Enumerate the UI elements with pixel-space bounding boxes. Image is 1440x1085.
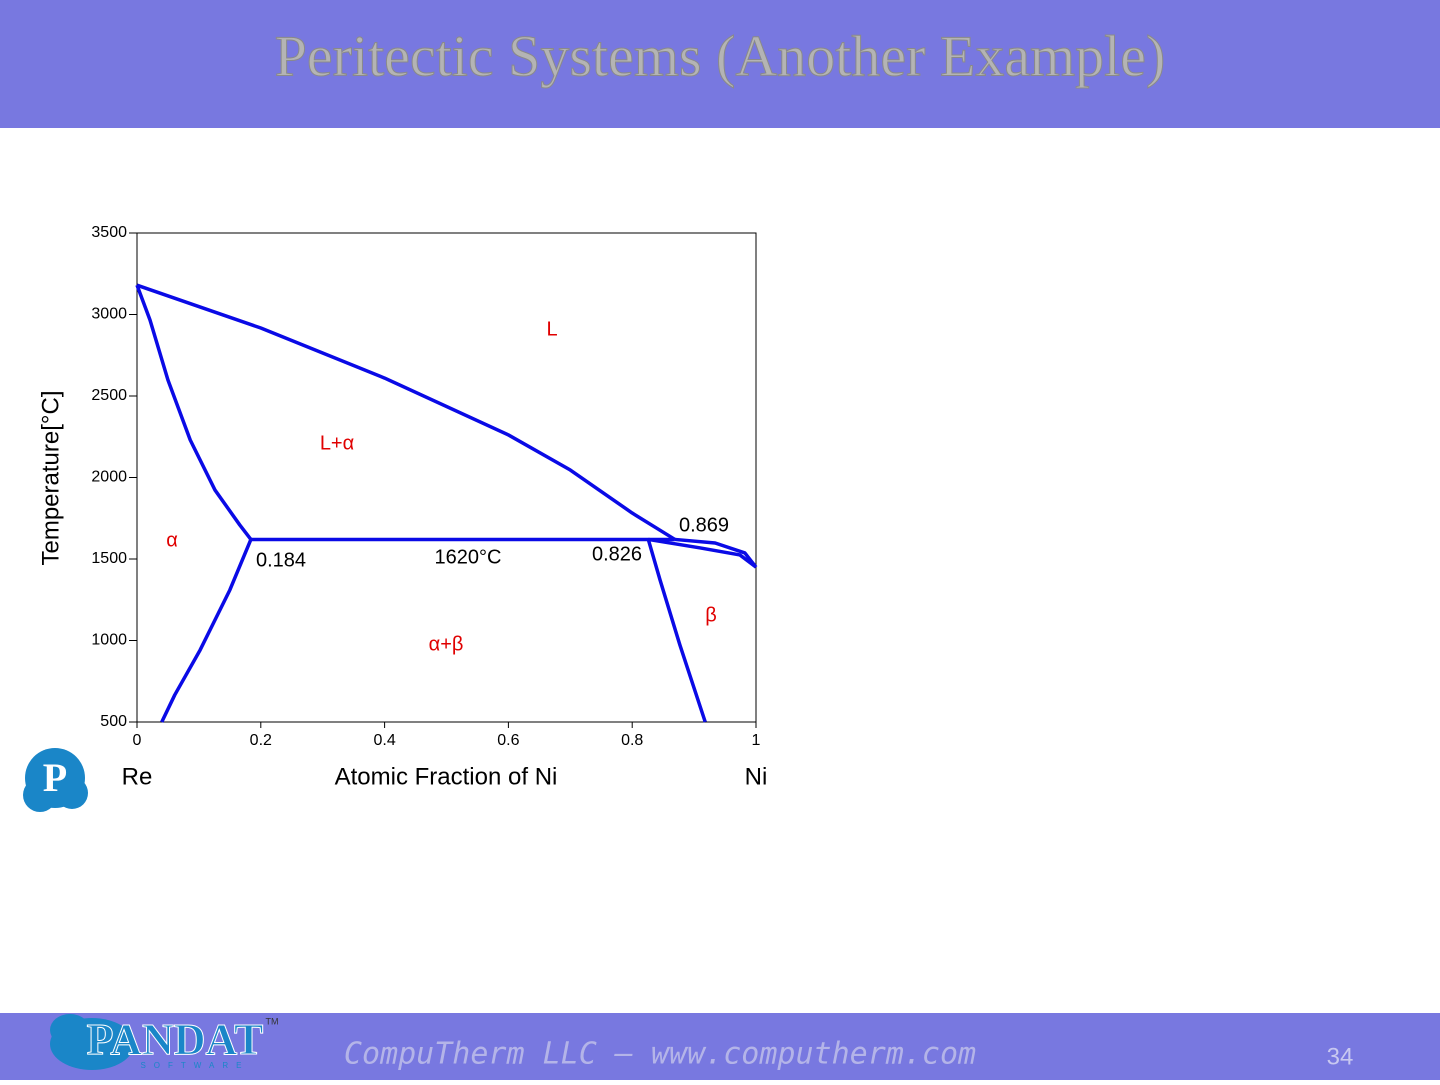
phase-boundary — [674, 537, 758, 569]
annotation: 0.826 — [592, 543, 642, 565]
x-right-label: Ni — [745, 763, 768, 790]
logo-cloud — [50, 1014, 90, 1046]
footer-text: CompuTherm LLC – www.computherm.com — [344, 1037, 976, 1072]
p-logo: P — [23, 748, 88, 812]
x-tick-label: 0.4 — [373, 732, 395, 749]
y-tick-label: 3500 — [91, 224, 127, 241]
y-tick-label: 3000 — [91, 306, 127, 323]
logo-letter: P — [43, 755, 67, 800]
x-tick-label: 0.8 — [621, 732, 643, 749]
page-number: 34 — [1327, 1043, 1354, 1070]
annotation: α — [166, 529, 178, 551]
slide-title: Peritectic Systems (Another Example) — [275, 23, 1166, 88]
x-left-label: Re — [122, 763, 153, 790]
brand-sub: SOFTWARE — [140, 1061, 249, 1070]
phase-boundary — [160, 538, 253, 723]
y-tick-label: 2500 — [91, 387, 127, 404]
brand: PANDAT — [87, 1015, 264, 1064]
phase-boundary — [136, 283, 676, 541]
brand-tm: TM — [266, 1016, 279, 1026]
x-axis-label: Atomic Fraction of Ni — [335, 763, 558, 790]
y-tick-label: 1500 — [91, 550, 127, 567]
header-bar — [0, 0, 1440, 128]
y-tick-label: 1000 — [91, 632, 127, 649]
annotation: 0.869 — [679, 514, 729, 536]
y-tick-label: 2000 — [91, 469, 127, 486]
logo-circle — [23, 778, 57, 812]
x-tick-label: 0.6 — [497, 732, 519, 749]
x-tick-label: 0 — [133, 732, 142, 749]
annotation: 0.184 — [256, 549, 306, 571]
x-tick-label: 1 — [752, 732, 761, 749]
phase-boundary — [648, 537, 758, 569]
y-tick-label: 500 — [100, 713, 127, 730]
phase-boundary — [135, 284, 253, 541]
phase-boundary — [646, 538, 707, 723]
annotation: L+α — [320, 432, 354, 454]
logo-circle — [56, 777, 88, 809]
x-tick-label: 0.2 — [250, 732, 272, 749]
y-axis-label: Temperature[°C] — [37, 391, 64, 566]
annotation: α+β — [429, 633, 464, 655]
annotation: 1620°C — [435, 546, 502, 568]
annotation: L — [546, 318, 557, 340]
footer-bar — [0, 1013, 1440, 1080]
annotation: β — [705, 604, 717, 626]
pandat-logo: PANDAT SOFTWARE TM — [50, 1014, 279, 1070]
